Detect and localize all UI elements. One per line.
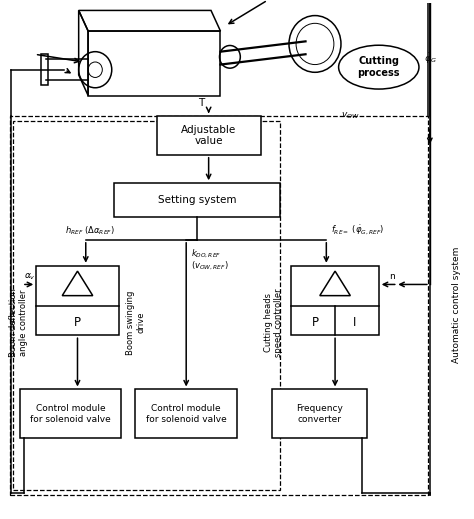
Bar — [273, 389, 367, 439]
Text: Boom deflection
angle controller: Boom deflection angle controller — [9, 288, 28, 357]
Bar — [41, 54, 48, 85]
Bar — [36, 266, 119, 335]
Text: I: I — [353, 316, 356, 329]
Bar — [10, 116, 428, 495]
Text: Cutting heads
speed controller: Cutting heads speed controller — [264, 288, 283, 357]
Bar — [12, 121, 280, 490]
Text: Control module
for solenoid valve: Control module for solenoid valve — [30, 404, 111, 424]
Text: Setting system: Setting system — [157, 195, 236, 205]
Text: P: P — [312, 316, 319, 329]
Bar — [156, 116, 261, 155]
Text: $v_{OW}$: $v_{OW}$ — [341, 111, 360, 121]
Ellipse shape — [338, 45, 419, 89]
Text: Automatic control system: Automatic control system — [452, 246, 461, 362]
Text: T: T — [199, 98, 205, 108]
Text: $\dot{\varphi}_G$: $\dot{\varphi}_G$ — [424, 52, 437, 66]
Bar — [136, 389, 237, 439]
Text: Frequency
converter: Frequency converter — [296, 404, 343, 424]
Text: $(v_{OW,REF})$: $(v_{OW,REF})$ — [191, 260, 228, 272]
Text: $h_{REF}\ (\Delta\alpha_{REF})$: $h_{REF}\ (\Delta\alpha_{REF})$ — [65, 225, 115, 237]
Text: Boom swinging
drive: Boom swinging drive — [126, 290, 145, 354]
Text: Adjustable
value: Adjustable value — [181, 125, 236, 146]
Text: n: n — [390, 272, 395, 281]
Bar — [292, 266, 379, 335]
Bar — [114, 183, 280, 216]
Text: $\alpha_v$: $\alpha_v$ — [24, 271, 36, 282]
Text: Control module
for solenoid valve: Control module for solenoid valve — [146, 404, 227, 424]
Text: Cutting
process: Cutting process — [357, 57, 400, 78]
Text: P: P — [74, 316, 81, 329]
Text: $k_{DO,REF}$: $k_{DO,REF}$ — [191, 248, 221, 260]
Bar — [19, 389, 121, 439]
Text: $f_{RE=}\ (\dot{\varphi}_{G,REF})$: $f_{RE=}\ (\dot{\varphi}_{G,REF})$ — [331, 224, 384, 237]
